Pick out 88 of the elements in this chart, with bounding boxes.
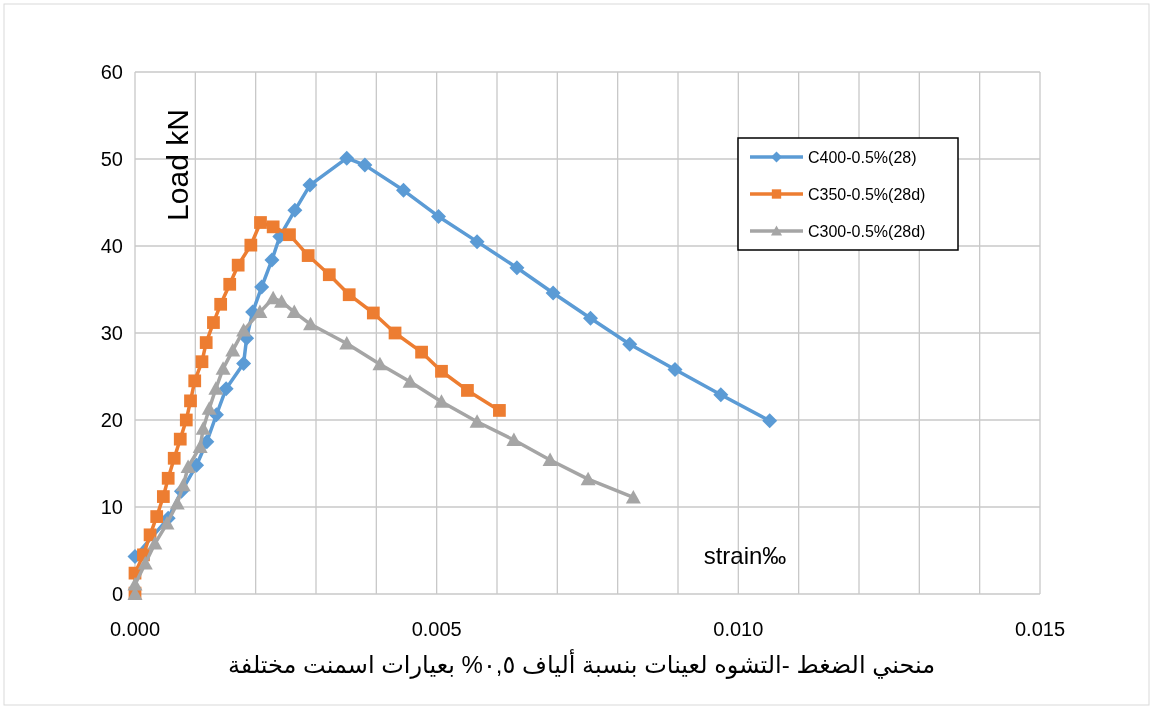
point — [236, 355, 252, 371]
point — [147, 536, 163, 550]
point — [223, 277, 237, 291]
point — [583, 310, 599, 326]
point — [461, 384, 474, 397]
x-tick: 0.005 — [411, 618, 462, 640]
point — [506, 432, 522, 447]
point — [167, 451, 181, 465]
point — [208, 381, 224, 395]
point — [509, 260, 525, 276]
point — [366, 306, 380, 320]
x-tick: 0.000 — [109, 618, 161, 640]
point — [372, 356, 388, 371]
y-tick: 30 — [100, 322, 123, 344]
point — [667, 362, 683, 378]
point — [161, 471, 175, 485]
point — [236, 322, 252, 337]
point — [150, 510, 164, 523]
point — [274, 294, 290, 308]
point — [199, 336, 213, 349]
point — [184, 394, 197, 408]
point — [127, 576, 143, 591]
point — [266, 220, 280, 234]
legend-label: C350-0.5%(28d) — [808, 186, 926, 203]
point — [625, 489, 641, 504]
point — [195, 355, 209, 369]
y-tick: 40 — [100, 235, 123, 257]
point — [214, 297, 228, 311]
point — [244, 238, 258, 252]
title: منحني الضغط -التشوه لعينات بنسبة ألياف ٠,٥% بعيارات اسمنت مختلفة — [227, 651, 936, 678]
point — [180, 459, 196, 473]
point — [493, 404, 506, 417]
point — [169, 496, 185, 510]
point — [545, 285, 561, 301]
point — [469, 234, 485, 250]
point — [287, 202, 303, 218]
point — [469, 414, 485, 428]
point — [302, 177, 318, 193]
point — [430, 208, 446, 224]
point — [252, 304, 268, 319]
point — [207, 316, 220, 329]
point — [622, 336, 638, 352]
point — [415, 345, 428, 359]
point — [175, 477, 191, 492]
point — [159, 516, 175, 530]
point — [339, 150, 355, 166]
point — [395, 182, 411, 198]
point — [322, 268, 336, 282]
point — [179, 413, 193, 427]
point — [231, 258, 245, 272]
y-tick: 10 — [100, 496, 123, 518]
point — [188, 374, 202, 388]
y-tick: 0 — [111, 583, 123, 605]
point — [218, 381, 234, 397]
point — [215, 361, 231, 375]
point — [192, 439, 208, 453]
point — [762, 413, 778, 429]
x-label: strain‰ — [703, 542, 787, 569]
y-tick: 60 — [100, 61, 123, 83]
point — [225, 342, 241, 357]
legend-label: C400-0.5%(28) — [808, 149, 917, 166]
point — [580, 471, 596, 486]
point — [303, 316, 319, 331]
point — [402, 374, 418, 388]
point — [433, 394, 449, 408]
point — [254, 279, 270, 295]
point — [156, 490, 170, 503]
x-tick: 0.015 — [1014, 618, 1066, 640]
point — [173, 432, 187, 446]
point — [201, 401, 217, 415]
point — [195, 421, 211, 435]
y-tick: 50 — [100, 148, 123, 170]
y-label: Load kN — [161, 109, 194, 221]
point — [542, 452, 558, 467]
point — [137, 556, 153, 570]
point — [254, 216, 267, 229]
point — [286, 304, 302, 319]
point — [357, 157, 373, 173]
point — [713, 387, 729, 403]
point — [283, 228, 296, 242]
point — [342, 288, 356, 302]
point — [264, 252, 280, 268]
x-tick: 0.010 — [713, 618, 764, 640]
point — [435, 364, 448, 378]
point — [301, 249, 315, 262]
point — [339, 335, 355, 350]
y-tick: 20 — [100, 409, 123, 431]
legend-label: C300-0.5%(28d) — [808, 223, 926, 240]
